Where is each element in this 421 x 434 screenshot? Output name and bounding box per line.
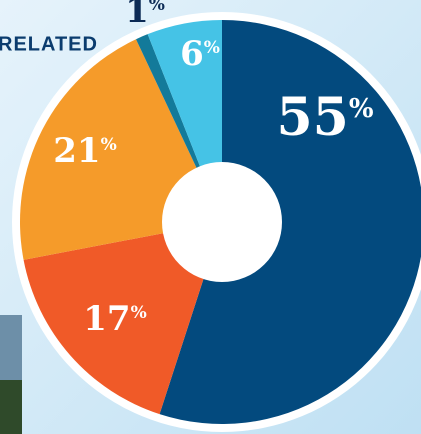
photo-fragment (0, 380, 22, 434)
annotation: RELATED (0, 33, 98, 55)
donut-hole (162, 162, 282, 282)
chart: RELATED 55%17%21%1%6% (0, 0, 421, 434)
